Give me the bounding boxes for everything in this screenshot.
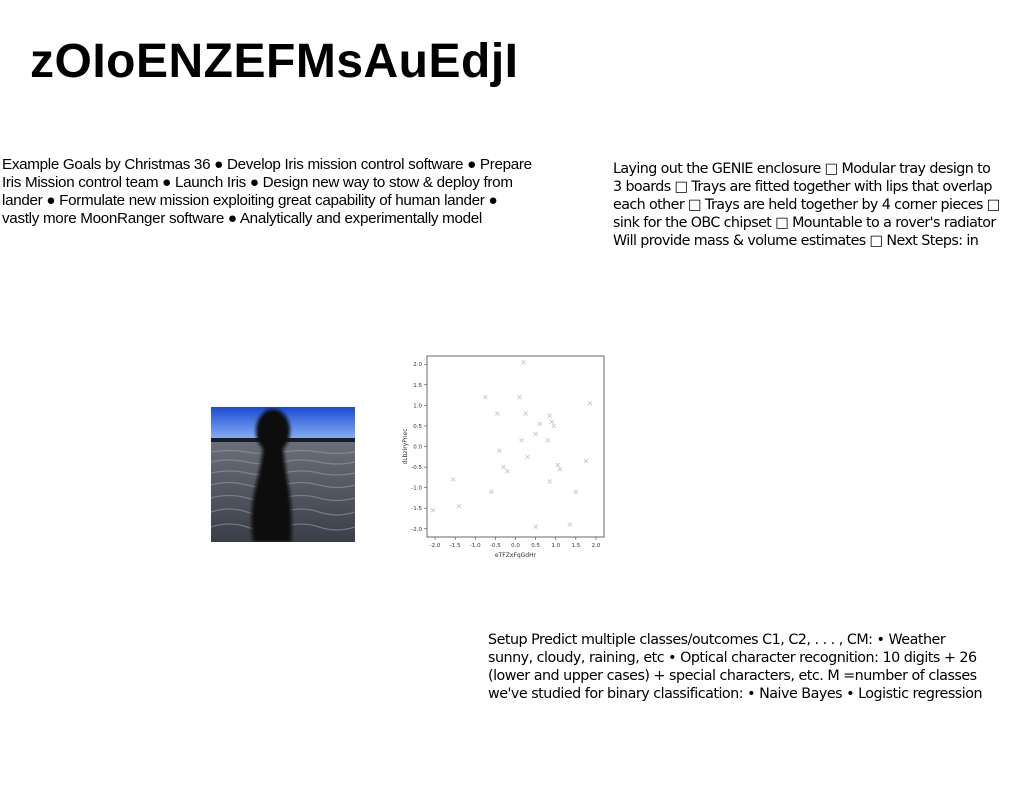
y-tick-label: -0.5: [411, 465, 422, 471]
silhouette-photo-image: [211, 407, 355, 542]
scatter-point: [501, 464, 506, 470]
plot-frame: [426, 355, 605, 538]
scatter-point: [497, 448, 502, 453]
bottom-text-line: we've studied for binary classification:…: [488, 686, 983, 702]
x-tick-label: -1.5: [450, 543, 461, 549]
x-tick-label: 0.0: [511, 543, 520, 549]
scatter-point: [519, 438, 524, 443]
left-text-block: Example Goals by Christmas 36 ● Develop …: [2, 156, 592, 228]
right-text-block: Laying out the GENIE enclosure □ Modular…: [613, 160, 1024, 250]
right-text-line: Laying out the GENIE enclosure □ Modular…: [613, 161, 991, 177]
scatter-point: [551, 423, 557, 429]
scatter-point: [525, 454, 530, 460]
right-text-line: each other □ Trays are held together by …: [613, 197, 1000, 213]
bottom-text-line: sunny, cloudy, raining, etc • Optical ch…: [488, 650, 977, 666]
left-text-line: vastly more MoonRanger software ● Analyt…: [2, 210, 483, 227]
scatter-point: [567, 522, 573, 527]
y-tick-label: 1.5: [413, 383, 422, 389]
x-tick-label: 0.5: [531, 543, 540, 549]
scatter-point: [517, 394, 522, 400]
scatter-point: [521, 359, 526, 365]
y-tick-label: 1.0: [413, 403, 422, 409]
scatter-point: [547, 413, 553, 418]
scatter-point: [547, 479, 553, 484]
scatter-point: [489, 489, 494, 495]
scatter-point: [545, 438, 551, 443]
y-tick-label: 0.5: [413, 424, 422, 430]
right-text-line: sink for the OBC chipset □ Mountable to …: [613, 215, 996, 231]
y-tick-label: 2.0: [413, 362, 422, 368]
right-text-line: 3 boards □ Trays are fitted together wit…: [613, 179, 992, 195]
scatter-point: [537, 421, 542, 427]
silhouette-photo: [211, 407, 355, 542]
scatter-chart: 2.0 1.5 1.0 0.5 0.0 -0.5 -1.0 -1.5 -2.0 -2.0 -1.5…: [402, 355, 605, 559]
scatter-point: [450, 477, 456, 482]
left-text-line: Example Goals by Christmas 36 ● Develop …: [2, 156, 532, 173]
scatter-point: [533, 524, 538, 530]
x-tick-label: 1.0: [551, 543, 560, 549]
scatter-point: [456, 503, 462, 509]
y-tick-label: 0.0: [413, 445, 422, 451]
bottom-text-block: Setup Predict multiple classes/outcomes …: [488, 631, 1018, 703]
scatter-point: [505, 468, 510, 474]
scatter-point: [555, 462, 561, 468]
y-tick-label: -1.5: [411, 506, 422, 512]
scatter-point: [430, 507, 436, 513]
scatter-point: [533, 431, 538, 437]
right-text-line: Will provide mass & volume estimates □ N…: [613, 233, 979, 249]
scatter-point: [557, 466, 563, 472]
x-tick-label: -1.0: [470, 543, 481, 549]
bottom-text-line: Setup Predict multiple classes/outcomes …: [488, 632, 946, 648]
scatter-point: [483, 394, 488, 400]
left-text-line: lander ● Formulate new mission exploitin…: [2, 192, 498, 209]
scatter-point: [587, 400, 593, 406]
scatter-point: [573, 489, 579, 495]
scatter-point: [583, 458, 589, 464]
x-axis-label: eTFZxFqGdHr: [495, 552, 537, 559]
scatter-point: [549, 419, 555, 425]
x-tick-label: 2.0: [592, 543, 601, 549]
y-axis-label: dLbziryPnec: [402, 428, 409, 464]
x-tick-label: -0.5: [490, 543, 501, 549]
page-title: zOIoENZEFMsAuEdjI: [30, 35, 519, 88]
y-tick-label: -1.0: [411, 486, 422, 492]
scatter-point: [523, 411, 528, 416]
y-tick-label: -2.0: [411, 527, 422, 533]
x-tick-label: 1.5: [571, 543, 580, 549]
scatter-point: [495, 411, 500, 416]
x-tick-label: -2.0: [430, 543, 441, 549]
left-text-line: Iris Mission control team ● Launch Iris …: [2, 174, 513, 191]
bottom-text-line: (lower and upper cases) + special charac…: [488, 668, 977, 684]
